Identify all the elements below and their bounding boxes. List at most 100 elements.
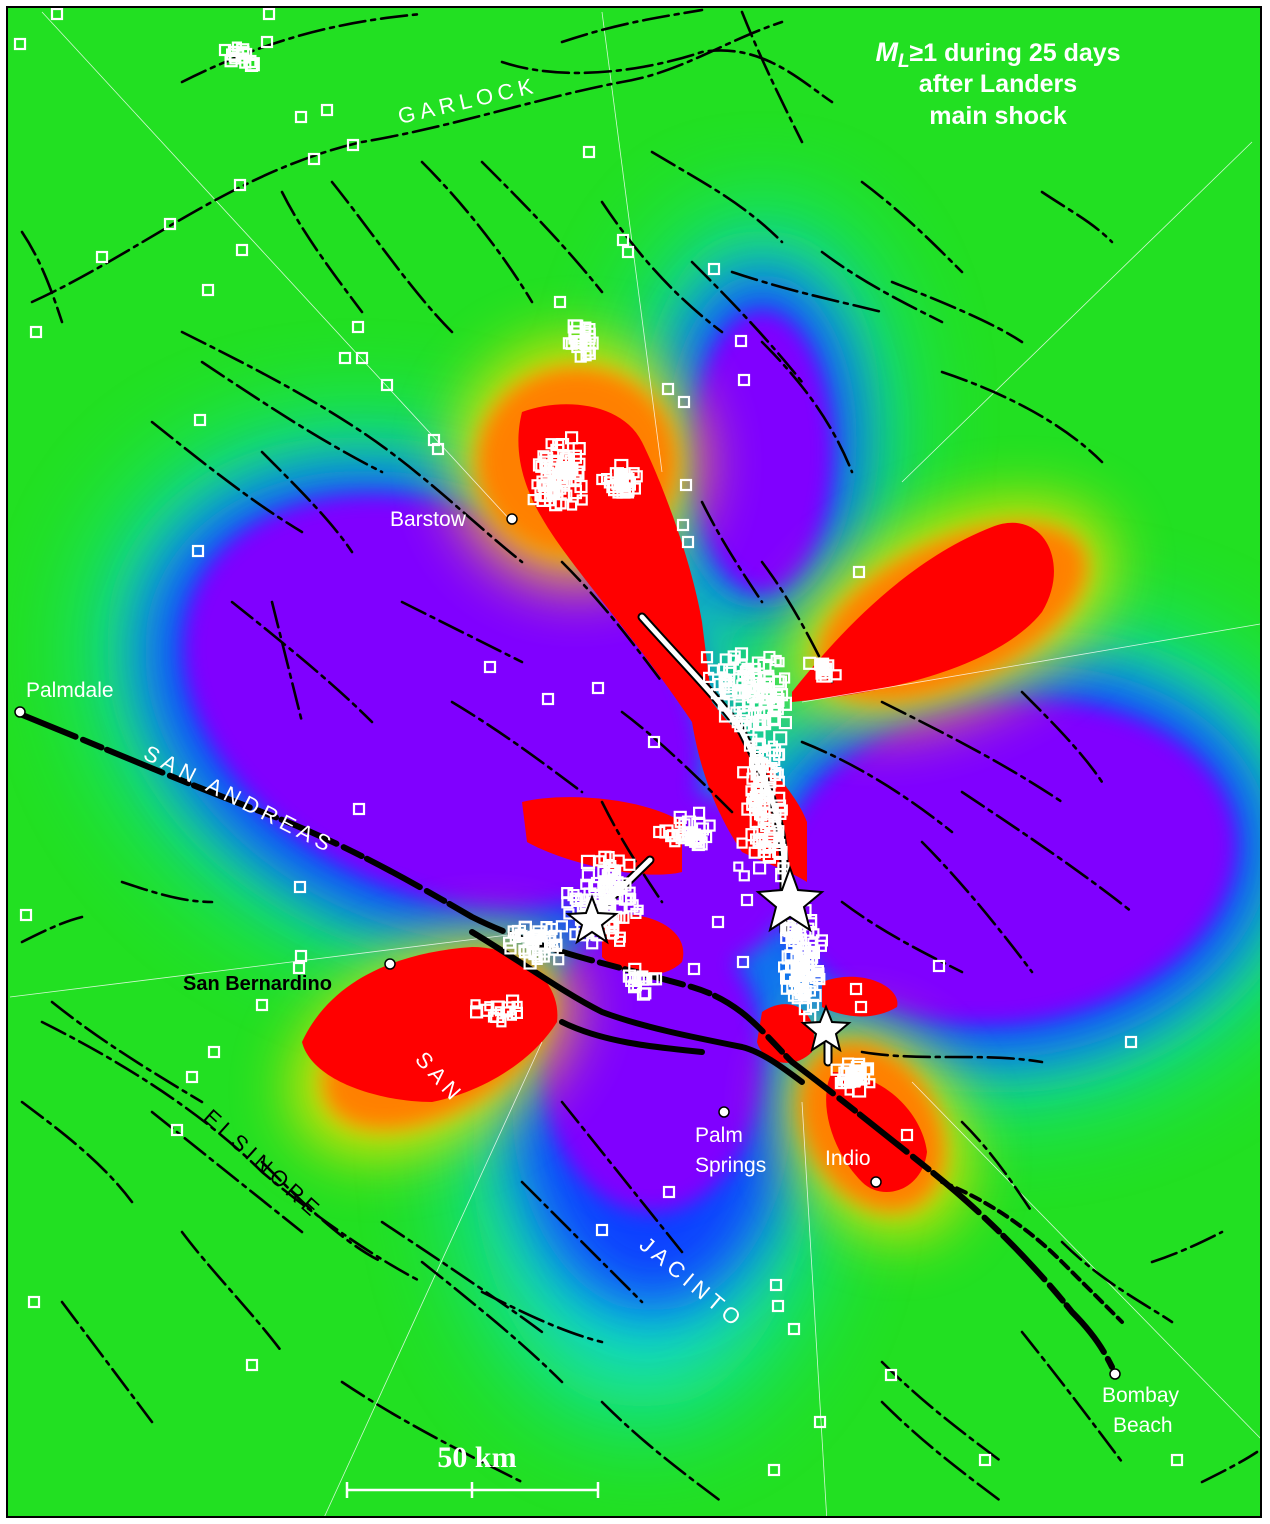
aftershock-marker (541, 692, 555, 706)
aftershock-marker (613, 911, 626, 924)
aftershock-marker (755, 757, 769, 770)
aftershock-marker (760, 821, 771, 833)
aftershock-marker (572, 442, 586, 456)
aftershock-marker (792, 934, 804, 945)
aftershock-marker (720, 675, 733, 687)
aftershock-marker (763, 775, 777, 789)
aftershock-marker (746, 797, 760, 811)
aftershock-marker (355, 351, 369, 365)
aftershock-marker (743, 740, 756, 752)
aftershock-marker (338, 351, 352, 365)
aftershock-marker (830, 1063, 843, 1076)
city-dot-palmdale (14, 706, 26, 718)
aftershock-marker (830, 669, 842, 681)
aftershock-marker (561, 489, 573, 501)
aftershock-marker (539, 459, 551, 471)
aftershock-marker (727, 650, 741, 664)
aftershock-marker (851, 1072, 864, 1084)
city-dot-palm-springs (718, 1106, 730, 1118)
aftershock-marker (854, 1071, 867, 1083)
aftershock-marker (581, 869, 596, 883)
aftershock-marker (844, 1085, 855, 1096)
aftershock-marker (752, 729, 766, 743)
city-dot-san-bernardino (384, 958, 396, 970)
aftershock-marker (811, 964, 825, 978)
aftershock-marker (380, 378, 394, 392)
aftershock-marker (555, 920, 569, 933)
aftershock-marker (616, 233, 630, 247)
aftershock-marker (193, 413, 207, 427)
city-label-springs: Springs (695, 1154, 766, 1177)
aftershock-marker (900, 1128, 914, 1142)
aftershock-marker (596, 473, 608, 486)
aftershock-marker (621, 245, 635, 259)
aftershock-marker (598, 850, 612, 864)
aftershock-marker (732, 685, 746, 699)
aftershock-marker (618, 473, 634, 489)
aftershock-marker (718, 709, 733, 723)
aftershock-marker (659, 824, 674, 839)
aftershock-marker (50, 8, 64, 21)
aftershock-marker (628, 979, 641, 992)
aftershock-marker (733, 861, 744, 872)
aftershock-marker (504, 942, 517, 955)
aftershock-marker (294, 110, 308, 124)
aftershock-marker (628, 467, 640, 479)
aftershock-marker (628, 971, 642, 984)
aftershock-marker (809, 970, 823, 985)
aftershock-marker (756, 715, 772, 731)
aftershock-marker (662, 1185, 676, 1199)
aftershock-marker (501, 1001, 516, 1016)
aftershock-marker (518, 921, 533, 935)
aftershock-marker (787, 1322, 801, 1336)
aftershock-marker (576, 901, 589, 914)
aftershock-marker (582, 145, 596, 159)
aftershock-marker (769, 754, 781, 767)
aftershock-marker (591, 681, 605, 695)
aftershock-marker (814, 939, 828, 952)
aftershock-marker (294, 949, 308, 963)
aftershock-marker (352, 802, 366, 816)
aftershock-marker (784, 959, 799, 973)
aftershock-marker (773, 838, 786, 852)
aftershock-marker (751, 697, 763, 709)
aftershock-marker (262, 8, 276, 21)
aftershock-marker (571, 319, 584, 332)
aftershock-marker (201, 283, 215, 297)
aftershock-marker (798, 1001, 813, 1016)
aftershock-marker (218, 43, 232, 57)
title-line-1: ML≥1 during 25 days (875, 37, 1120, 72)
aftershock-marker (550, 443, 565, 458)
aftershock-marker (307, 152, 321, 166)
aftershock-marker (237, 46, 250, 59)
city-label-palm: Palm (695, 1124, 743, 1147)
aftershock-marker (27, 1295, 41, 1309)
title-line-3: main shock (929, 102, 1067, 130)
title-line-2: after Landers (919, 70, 1077, 98)
aftershock-marker (615, 882, 627, 895)
aftershock-marker (752, 834, 765, 847)
aftershock-marker (767, 1463, 781, 1477)
aftershock-marker (736, 955, 750, 969)
scale-bar-label: 50 km (437, 1441, 516, 1474)
aftershock-marker (686, 829, 699, 841)
aftershock-marker (653, 825, 666, 839)
aftershock-marker (506, 1010, 517, 1021)
aftershock-marker (163, 217, 177, 231)
aftershock-marker (778, 715, 793, 730)
aftershock-marker (621, 892, 635, 906)
aftershock-marker (531, 953, 543, 966)
aftershock-marker (661, 382, 675, 396)
aftershock-marker (185, 1070, 199, 1084)
aftershock-marker (748, 662, 761, 676)
aftershock-marker (756, 706, 771, 720)
aftershock-marker (740, 893, 754, 907)
aftershock-marker (835, 1078, 847, 1089)
aftershock-marker (710, 688, 723, 700)
aftershock-marker (735, 684, 748, 697)
aftershock-marker (673, 810, 687, 825)
aftershock-marker (245, 1358, 259, 1372)
aftershock-marker (737, 373, 751, 387)
aftershock-marker (849, 982, 863, 996)
aftershock-marker (567, 485, 583, 500)
